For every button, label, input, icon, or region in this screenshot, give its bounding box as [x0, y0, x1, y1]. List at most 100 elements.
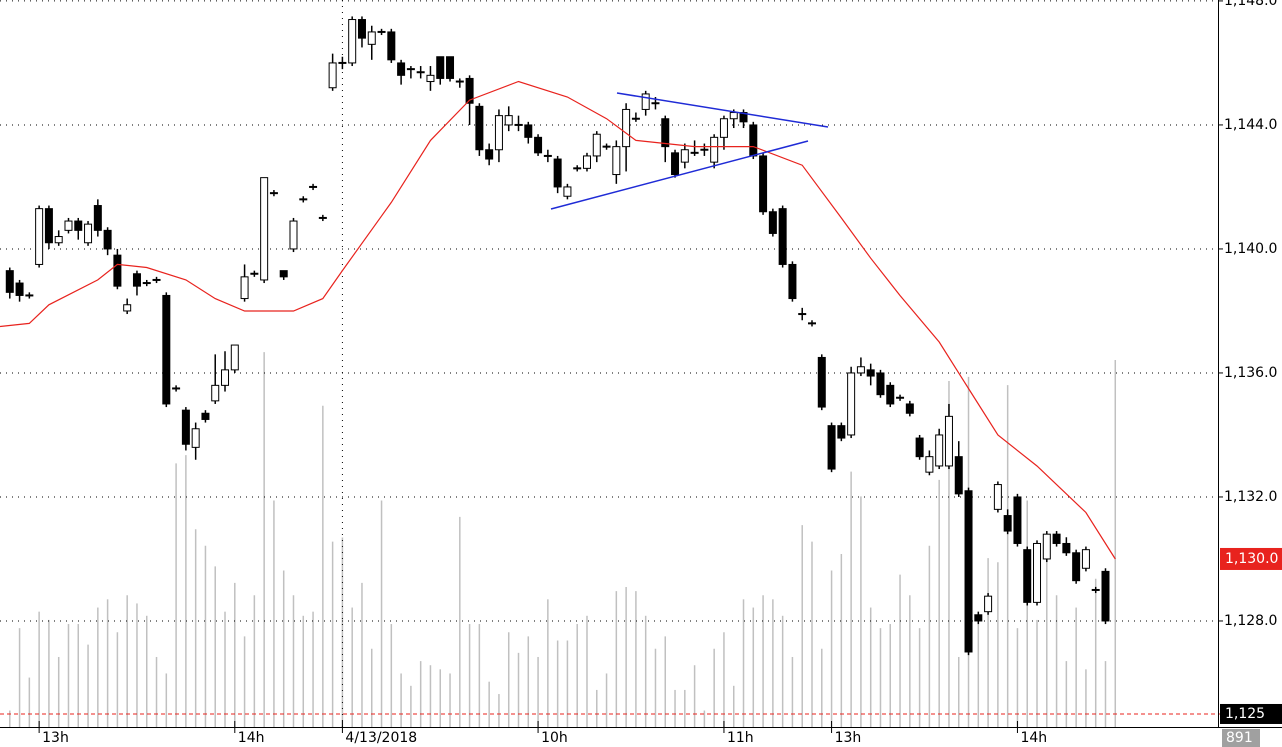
candle-body: [680, 149, 689, 163]
y-tick-label: 1,144.0: [1224, 117, 1277, 133]
y-tick-label: 1,136.0: [1224, 365, 1277, 381]
x-tick-label: 10h: [541, 730, 568, 746]
x-tick-label: 4/13/2018: [345, 730, 417, 746]
last-price-tag: [1220, 547, 1282, 570]
candle-body: [1052, 533, 1061, 544]
candle-body: [524, 124, 533, 138]
candle-body: [348, 19, 357, 64]
candle-body: [622, 108, 631, 148]
candle-body: [426, 74, 435, 83]
x-tick-label: 14h: [1020, 730, 1047, 746]
candle-body: [201, 412, 210, 420]
candle-body: [759, 155, 768, 213]
candle-body: [35, 208, 44, 265]
candle-body: [103, 229, 112, 250]
last-price-label: 1,130.0: [1225, 551, 1278, 567]
candle-body: [856, 366, 865, 374]
candle-body: [974, 614, 983, 622]
x-tick-label: 14h: [238, 730, 265, 746]
candle-body: [935, 434, 944, 467]
candle-body: [1023, 549, 1032, 603]
candle-body: [1101, 570, 1110, 622]
candle-body: [279, 270, 288, 278]
candle-body: [778, 208, 787, 265]
candle-body: [504, 115, 513, 126]
y-tick-label: 1,140.0: [1224, 241, 1277, 257]
candle-body: [876, 372, 885, 396]
candle-body: [367, 31, 376, 45]
candle-body: [886, 384, 895, 405]
candle-body: [827, 425, 836, 470]
candle-body: [357, 19, 366, 39]
reference-label: 1,125: [1225, 706, 1265, 722]
candle-body: [847, 372, 856, 436]
candle-body: [582, 155, 591, 169]
candle-body: [289, 220, 298, 250]
candle-body: [240, 276, 249, 300]
candle-body: [1003, 515, 1012, 532]
volume-layer: [9, 352, 1117, 727]
candle-body: [397, 62, 406, 76]
candle-body: [1033, 542, 1042, 603]
candle-body: [612, 146, 621, 176]
trendline: [550, 140, 809, 210]
volume-label: 891: [1226, 730, 1253, 746]
candle-body: [563, 186, 572, 197]
candle-body: [93, 205, 102, 231]
candle-body: [191, 428, 200, 448]
candle-body: [817, 356, 826, 408]
candle-body: [837, 425, 846, 439]
y-tick-label: 1,128.0: [1224, 613, 1277, 629]
candle-body: [964, 490, 973, 653]
candle-body: [993, 484, 1002, 510]
moving-average: [0, 80, 1116, 560]
x-tick-label: 11h: [727, 730, 754, 746]
trendline: [616, 92, 829, 128]
candle-body: [1062, 542, 1071, 554]
candles-layer: [0, 16, 1116, 656]
y-tick-label: 1,132.0: [1224, 489, 1277, 505]
candle-body: [387, 31, 396, 61]
candle-body: [984, 595, 993, 613]
candle-body: [162, 294, 171, 405]
candle-body: [661, 118, 670, 148]
candle-body: [84, 223, 93, 244]
x-tick-label: 13h: [42, 730, 69, 746]
candle-body: [768, 211, 777, 234]
candle-body: [328, 62, 337, 89]
candle-body: [132, 273, 141, 287]
candle-body: [553, 158, 562, 188]
y-tick-label: 1,148.0: [1224, 0, 1277, 9]
candle-body: [5, 270, 14, 293]
candle-body: [905, 403, 914, 414]
candle-body: [954, 456, 963, 495]
candle-body: [719, 118, 728, 138]
candle-body: [230, 344, 239, 371]
candle-body: [123, 304, 132, 312]
volume-tag: [1222, 729, 1260, 747]
candle-body: [788, 263, 797, 300]
reference-tag: [1220, 703, 1282, 724]
candle-body: [221, 369, 230, 386]
x-tick-label: 13h: [835, 730, 862, 746]
candle-body: [641, 93, 650, 110]
candle-body: [534, 136, 543, 154]
candle-body: [1072, 552, 1081, 582]
candle-body: [446, 56, 455, 79]
candle-body: [15, 282, 24, 296]
candle-body: [925, 456, 934, 473]
candle-body: [494, 115, 503, 151]
candle-body: [44, 208, 53, 244]
candle-body: [485, 149, 494, 160]
candle-body: [475, 105, 484, 151]
candle-body: [436, 56, 445, 79]
candle-body: [465, 77, 474, 104]
candle-body: [113, 254, 122, 287]
candle-body: [211, 384, 220, 402]
candle-body: [944, 415, 953, 467]
candle-body: [260, 177, 269, 281]
candle-body: [592, 133, 601, 157]
